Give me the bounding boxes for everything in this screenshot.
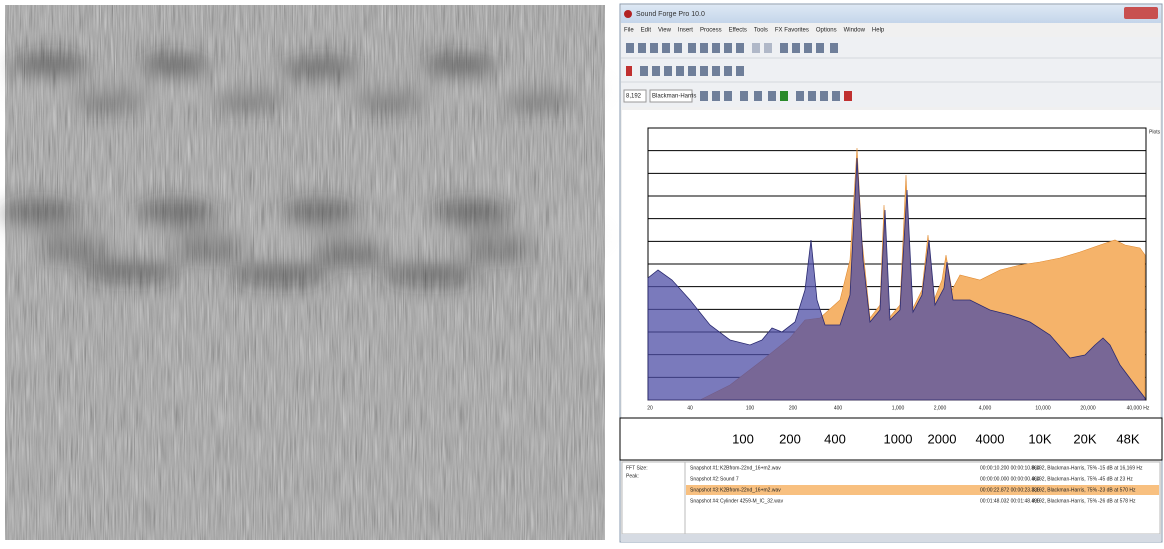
frequency-label: 10K — [1028, 431, 1051, 446]
menu-item[interactable]: FX Favorites — [775, 28, 809, 34]
menu-item[interactable]: Edit — [641, 28, 652, 34]
plot-x-label: 400 — [834, 405, 843, 411]
plot-x-label: 1,000 — [892, 405, 905, 411]
plot-x-label: 4,000 — [979, 405, 992, 411]
plot-x-label: 40,000 Hz — [1127, 405, 1150, 411]
menu-item[interactable]: View — [658, 28, 672, 34]
frequency-label: 48K — [1116, 431, 1139, 446]
spectrum-blue — [647, 157, 1146, 401]
snapshot-list: FFT Size:Peak:Snapshot #1: K2Bfrom-22nd_1… — [621, 461, 1161, 535]
snapshot-cell[interactable]: 8,192, Blackman-Harris, 75% — [1032, 465, 1098, 471]
frequency-label: 4000 — [976, 431, 1005, 446]
snapshot-cell[interactable]: Snapshot #3: — [690, 487, 719, 493]
snapshot-cell[interactable]: -23 dB at 570 Hz — [1098, 487, 1136, 493]
menu-item[interactable]: Effects — [729, 28, 747, 34]
snapshot-cell[interactable]: 00:01:48.032 00:01:48.496 — [980, 498, 1040, 504]
snapshot-cell[interactable]: K2Bfrom-22nd_16+m2.wav — [720, 465, 781, 471]
plot-x-label: 40 — [687, 405, 693, 411]
menu-item[interactable]: Options — [816, 28, 837, 34]
snapshot-cell[interactable]: 8,192, Blackman-Harris, 75% — [1032, 476, 1098, 482]
snapshot-cell[interactable]: -45 dB at 23 Hz — [1098, 476, 1133, 482]
plot-x-label: 200 — [789, 405, 798, 411]
frequency-label: 200 — [779, 431, 801, 446]
snapshot-field-label: FFT Size: — [626, 465, 648, 471]
snapshot-cell[interactable]: 00:00:22.872 00:00:23.336 — [980, 487, 1040, 493]
frequency-label: 20K — [1073, 431, 1096, 446]
menu-item[interactable]: Help — [872, 28, 885, 34]
snapshot-cell[interactable]: 00:00:00.000 00:00:00.464 — [980, 476, 1040, 482]
menu-item[interactable]: File — [624, 28, 634, 34]
plot-unit: Plots — [1149, 129, 1161, 135]
snapshot-cell[interactable]: -26 dB at 578 Hz — [1098, 498, 1136, 504]
menu-item[interactable]: Tools — [754, 28, 768, 34]
plot-x-label: 20 — [647, 405, 653, 411]
snapshot-cell[interactable]: Snapshot #2: — [690, 476, 719, 482]
window-type[interactable]: Blackman-Harris — [652, 94, 696, 100]
snapshot-cell[interactable]: Snapshot #1: — [690, 465, 719, 471]
frequency-label: 2000 — [928, 431, 957, 446]
toolbars: 8,192 Blackman-Harris — [621, 37, 1161, 107]
snapshot-cell[interactable]: Cylinder 4259-M_IC_32.wav — [720, 498, 784, 504]
texture-image — [0, 5, 605, 540]
snapshot-cell[interactable]: 8,192, Blackman-Harris, 75% — [1032, 498, 1098, 504]
spectrum-view: 20 40 100 200 400 1,000 2,000 4,000 10,000 20,000… — [622, 110, 1161, 418]
menu-bar: File Edit View Insert Process Effects Tools FX … — [624, 28, 885, 34]
fft-size[interactable]: 8,192 — [626, 94, 642, 100]
plot-x-label: 100 — [746, 405, 755, 411]
snapshot-cell[interactable]: 00:00:10.200 00:00:10.864 — [980, 465, 1040, 471]
snapshot-cell[interactable]: -15 dB at 16,169 Hz — [1098, 465, 1143, 471]
snapshot-cell[interactable]: Snapshot #4: — [690, 498, 719, 504]
plot-x-label: 10,000 — [1035, 405, 1051, 411]
snapshot-cell[interactable]: Sound 7 — [720, 476, 739, 482]
plot-x-label: 2,000 — [934, 405, 947, 411]
snapshot-field-label: Peak: — [626, 473, 639, 479]
frequency-label: 1000 — [884, 431, 913, 446]
snapshot-cell[interactable]: K2Bfrom-22nd_16+m2.wav — [720, 487, 781, 493]
sound-forge-window: Sound Forge Pro 10.0 File Edit View Insert P… — [619, 3, 1163, 543]
menu-item[interactable]: Process — [700, 28, 722, 34]
frequency-label: 400 — [824, 431, 846, 446]
plot-x-label: 20,000 — [1080, 405, 1096, 411]
close-button[interactable] — [1124, 7, 1158, 19]
frequency-strip — [619, 417, 1163, 461]
frequency-label: 100 — [732, 431, 754, 446]
menu-item[interactable]: Insert — [678, 28, 693, 34]
menu-item[interactable]: Window — [844, 28, 866, 34]
selected-row — [686, 485, 1159, 495]
snapshot-cell[interactable]: 8,192, Blackman-Harris, 75% — [1032, 487, 1098, 493]
window-title: Sound Forge Pro 10.0 — [636, 11, 705, 18]
